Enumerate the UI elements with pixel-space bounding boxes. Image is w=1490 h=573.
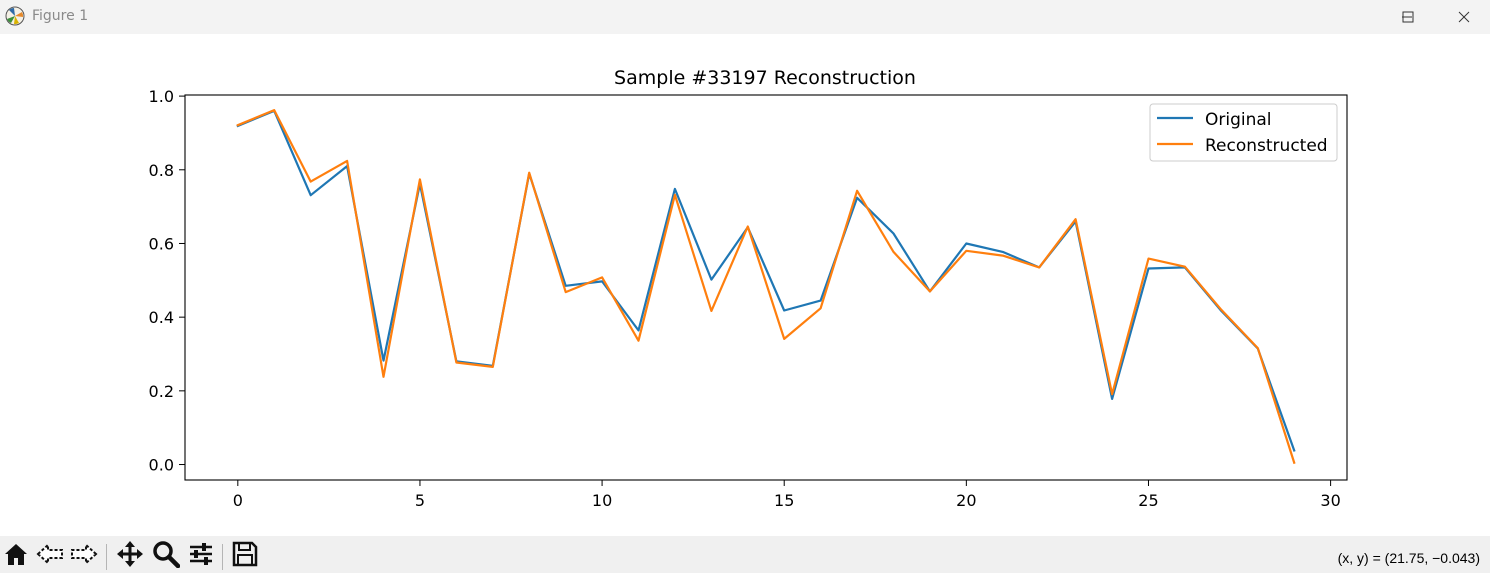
save-icon (231, 540, 259, 572)
minimize-icon (1401, 11, 1413, 23)
home-icon (3, 541, 29, 571)
forward-icon (70, 541, 98, 571)
figure-canvas[interactable]: Sample #33197 Reconstruction 0 5 10 15 20 25 3… (0, 34, 1490, 536)
close-button[interactable] (1437, 0, 1490, 34)
maximize-button[interactable] (1379, 0, 1437, 34)
window-title: Figure 1 (32, 8, 89, 24)
cursor-coordinates: (x, y) = (21.75, −0.043) (1337, 550, 1480, 566)
x-tick-label: 0 (233, 491, 243, 510)
home-button[interactable] (2, 542, 30, 570)
series-line-reconstructed (236, 108, 1296, 465)
matplotlib-logo-icon (5, 6, 25, 26)
axes: 0 5 10 15 20 25 30 0.0 0.2 0.4 0.6 0.8 1.0 (149, 87, 1348, 510)
minimize-button[interactable] (1378, 0, 1436, 34)
toolbar-separator-2 (222, 544, 223, 570)
x-tick-label: 5 (415, 491, 425, 510)
legend-label-reconstructed: Reconstructed (1205, 136, 1328, 156)
plot-lines (236, 108, 1296, 465)
legend-label-original: Original (1205, 110, 1272, 130)
title-bar[interactable]: Figure 1 (0, 0, 1490, 34)
chart-title: Sample #33197 Reconstruction (614, 67, 916, 89)
close-icon (1458, 11, 1470, 23)
y-tick-label: 1.0 (149, 87, 174, 106)
zoom-button[interactable] (152, 540, 181, 572)
legend: Original Reconstructed (1149, 103, 1338, 162)
axes-frame (184, 94, 1348, 481)
x-tick-label: 15 (774, 491, 794, 510)
y-tick-label: 0.2 (149, 382, 174, 401)
y-tick-label: 0.8 (149, 161, 174, 180)
legend-box (1149, 103, 1338, 162)
y-tick-label: 0.4 (149, 308, 174, 327)
x-tick-label: 10 (592, 491, 612, 510)
y-tick-label: 0.6 (149, 234, 174, 253)
x-tick-label: 25 (1138, 491, 1158, 510)
configure-subplots-icon (187, 540, 215, 572)
x-tick-label: 20 (956, 491, 976, 510)
pan-icon (116, 540, 144, 572)
toolbar-separator (106, 544, 107, 570)
x-tick-label: 30 (1320, 491, 1340, 510)
back-icon (36, 541, 64, 571)
pan-button[interactable] (116, 540, 144, 572)
line-chart[interactable]: Sample #33197 Reconstruction 0 5 10 15 20 25 3… (0, 34, 1490, 536)
y-tick-label: 0.0 (149, 456, 174, 475)
back-button[interactable] (36, 542, 64, 570)
maximize-icon (1402, 11, 1414, 23)
forward-button[interactable] (70, 542, 98, 570)
navigation-toolbar: (x, y) = (21.75, −0.043) (0, 536, 1490, 573)
zoom-icon (152, 540, 181, 572)
configure-subplots-button[interactable] (187, 542, 215, 570)
save-button[interactable] (231, 540, 259, 572)
